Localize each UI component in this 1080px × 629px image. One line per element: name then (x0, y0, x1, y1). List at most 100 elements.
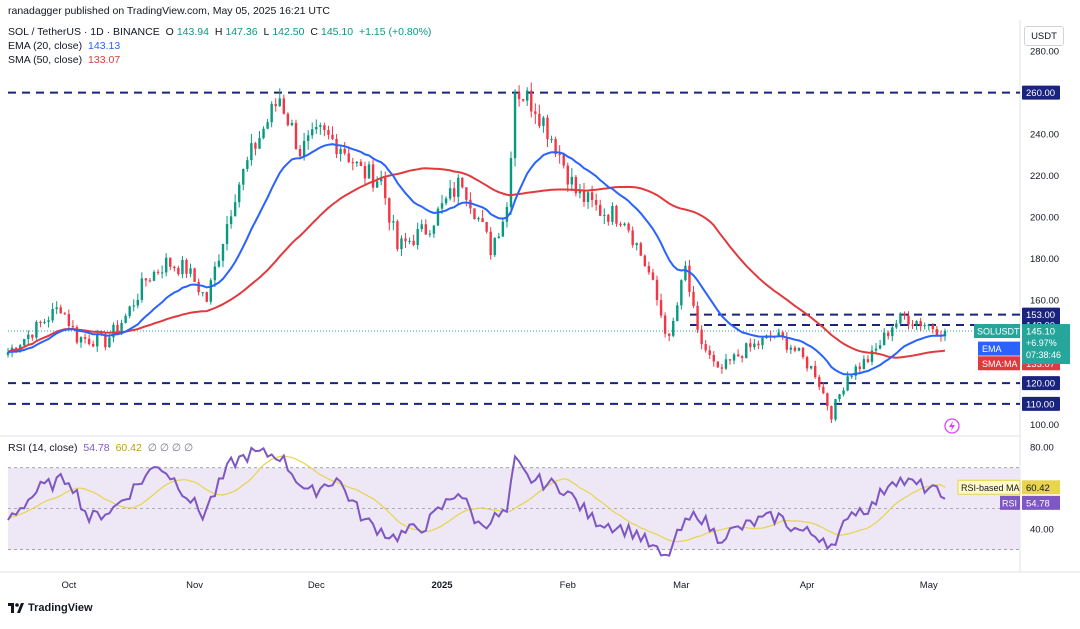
candle-body (736, 354, 740, 357)
candle-body (566, 165, 569, 185)
candle (732, 352, 736, 365)
candle (696, 301, 699, 334)
candle-body (708, 350, 711, 356)
candle (785, 332, 789, 353)
candle (323, 122, 326, 137)
candle (359, 159, 363, 167)
candle (943, 328, 947, 342)
price-tick-label: 280.00 (1030, 47, 1059, 58)
rsi-legend-label: RSI (14, close) (8, 442, 78, 454)
candle (895, 320, 898, 330)
candle-body (160, 272, 164, 274)
candle-body (55, 307, 58, 309)
rsi-legend[interactable]: RSI (14, close) 54.78 60.42 ∅ ∅ ∅ ∅ (8, 442, 196, 454)
lightning-icon-bolt (949, 421, 955, 431)
ema-legend-label: EMA (20, close) (8, 40, 83, 52)
candle (331, 126, 334, 141)
candle-body (574, 176, 578, 194)
time-tick-label: Feb (560, 580, 576, 591)
candle-body (140, 278, 144, 300)
candle (294, 119, 298, 150)
candle-body (400, 238, 403, 250)
candle (448, 179, 452, 201)
candle (160, 265, 164, 279)
level-tag-110.00: 110.00 (1022, 396, 1060, 411)
candle-body (761, 337, 764, 346)
candle-body (789, 347, 793, 350)
ema-legend[interactable]: EMA (20, close) 143.13 (8, 40, 123, 52)
candle-body (262, 128, 265, 139)
currency-button[interactable]: USDT (1024, 26, 1064, 46)
candle-body (554, 139, 557, 155)
candle (923, 322, 926, 330)
tradingview-footer[interactable]: TradingView (8, 602, 93, 614)
sma-50-line (7, 167, 946, 359)
candle-body (238, 184, 241, 203)
candle (274, 98, 277, 112)
candle-body (351, 162, 354, 164)
candle (822, 382, 825, 395)
candle-body (323, 125, 326, 131)
candle-body (359, 161, 363, 167)
candle (156, 269, 160, 275)
candle-body (850, 375, 853, 377)
candle (797, 347, 801, 352)
last-price-change: +6.97% (1026, 338, 1057, 348)
candle (805, 355, 809, 372)
candle (152, 270, 156, 282)
candle-body (607, 214, 610, 222)
candle (509, 151, 513, 216)
candle-body (47, 320, 50, 322)
candle (724, 353, 728, 371)
candle-body (907, 315, 910, 325)
candle (392, 214, 395, 231)
candle (517, 85, 521, 107)
candle (911, 320, 914, 330)
time-tick-label: Dec (308, 580, 325, 591)
candle-body (416, 229, 419, 245)
price-tick-label: 240.00 (1030, 130, 1059, 141)
high-value: 147.36 (225, 26, 258, 38)
candle-body (874, 348, 878, 351)
candle-body (663, 315, 667, 334)
candle-body (846, 376, 849, 391)
candle-body (87, 338, 91, 344)
candle (181, 256, 184, 279)
candle-body (294, 123, 298, 149)
candle (71, 320, 75, 329)
candle-body (481, 218, 484, 223)
candle (915, 320, 918, 331)
candle-body (935, 329, 939, 336)
candle (225, 215, 229, 251)
candle-body (254, 143, 257, 149)
candle-body (144, 278, 148, 281)
candle (217, 254, 221, 268)
candle-body (534, 111, 537, 114)
candle-body (801, 347, 805, 358)
candle-body (647, 266, 651, 273)
high-label: H (214, 26, 223, 38)
candle-body (943, 331, 947, 337)
candle-body (546, 117, 549, 140)
candle (205, 291, 208, 303)
sma-legend[interactable]: SMA (50, close) 133.07 (8, 54, 123, 66)
rsi-ma-tag-label: RSI-based MA (961, 483, 1020, 493)
candle (521, 98, 525, 102)
candle (651, 268, 655, 281)
candle-body (173, 266, 176, 269)
candle-body (728, 359, 732, 361)
candle (262, 126, 265, 140)
close-value: 145.10 (320, 26, 354, 38)
candle-body (120, 322, 123, 332)
candle (599, 199, 602, 217)
level-tag-text: 110.00 (1026, 399, 1054, 410)
candle-body (298, 148, 302, 157)
candle (371, 159, 375, 192)
candle-body (826, 393, 829, 406)
ema-legend-value: 143.13 (88, 40, 121, 52)
candle-body (104, 334, 107, 348)
candle-body (655, 279, 659, 301)
candle-body (882, 332, 886, 346)
